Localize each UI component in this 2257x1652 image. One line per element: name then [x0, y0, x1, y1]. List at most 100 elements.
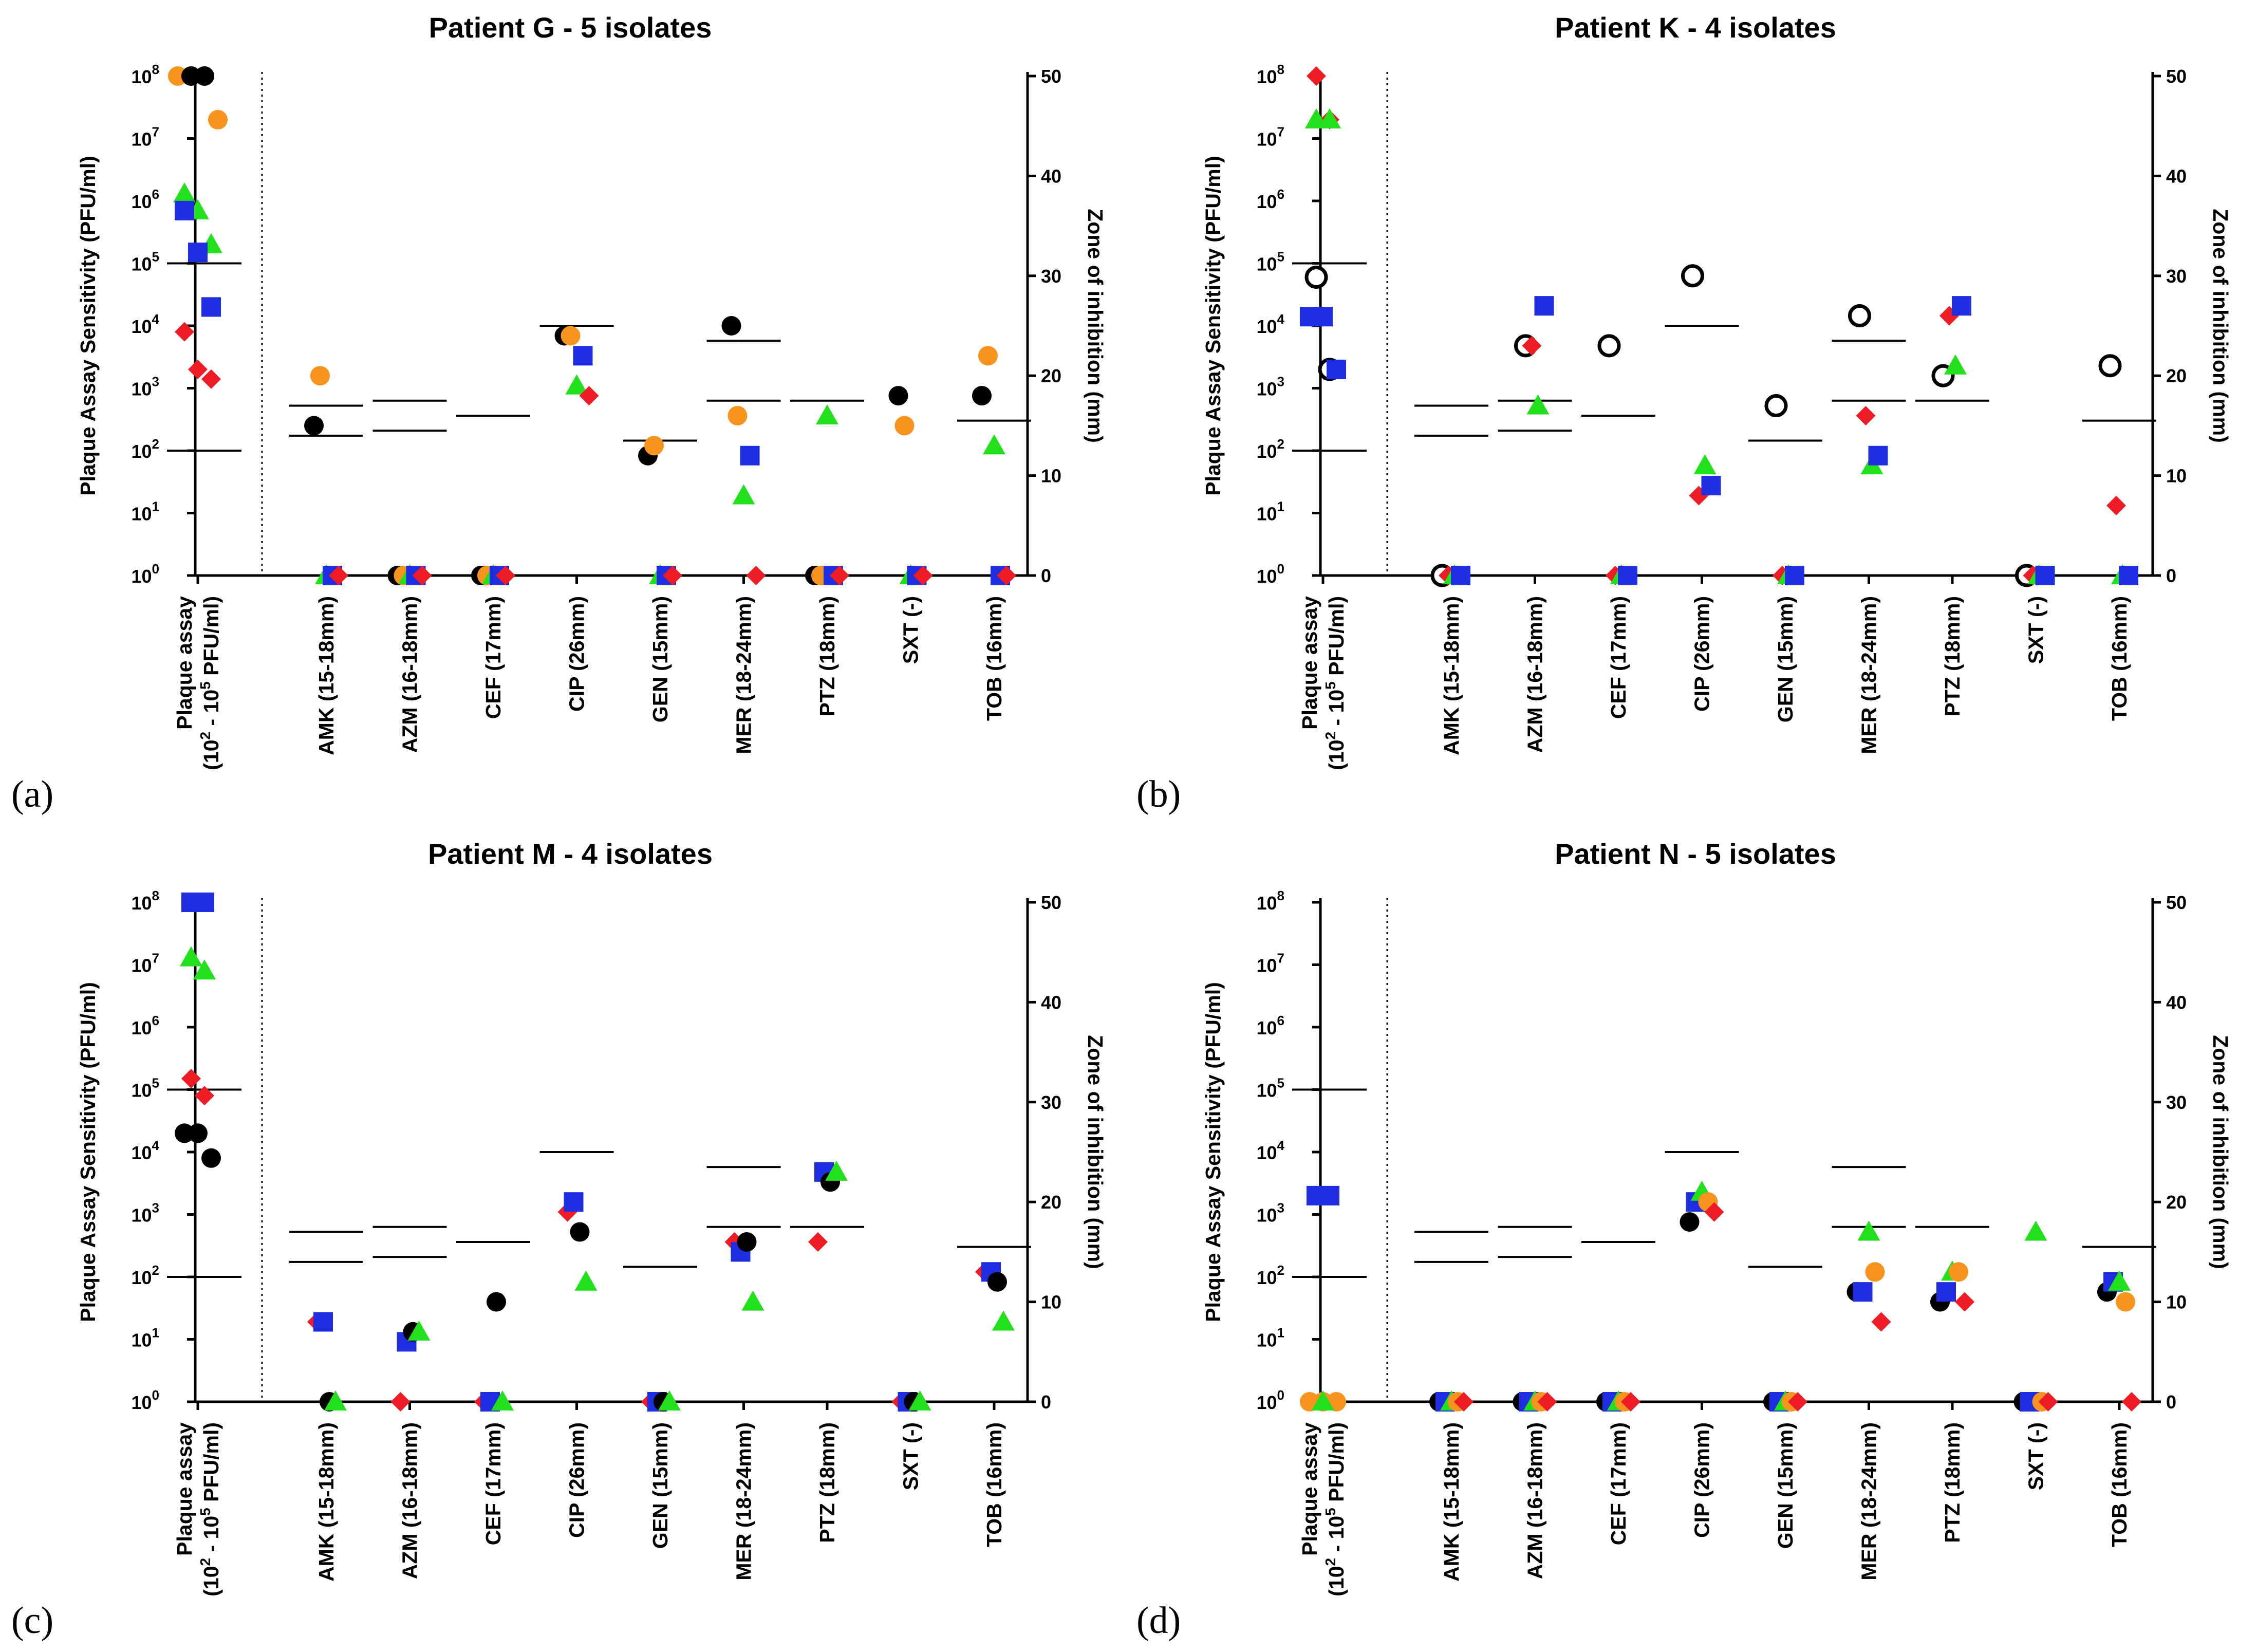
zone-marker [913, 566, 933, 585]
zone-marker [972, 386, 992, 406]
panel-c: Patient M - 4 isolates100101102103104105… [11, 838, 1107, 1642]
category-label: PTZ (18mm) [1941, 596, 1964, 717]
y2-tick-label: 10 [1041, 466, 1061, 487]
zone-marker [728, 405, 748, 425]
plaque-marker [1318, 108, 1341, 128]
y-tick-base: 10 [131, 504, 152, 525]
y2-tick-label: 50 [1041, 66, 1061, 87]
category-label: AZM (16-18mm) [1523, 1422, 1547, 1579]
zone-marker [2122, 1392, 2141, 1412]
y-tick-base: 10 [131, 1080, 152, 1101]
plaque-range-part: (10 [199, 1566, 223, 1597]
zone-marker [310, 366, 330, 386]
zone-marker [1785, 566, 1804, 585]
y-tick-base: 10 [131, 955, 152, 976]
y-tick-base: 10 [131, 1142, 152, 1163]
zone-marker [1949, 1262, 1968, 1282]
category-label: CEF (17mm) [481, 1422, 505, 1545]
zone-marker [1955, 1292, 1974, 1312]
y-tick-exponent: 4 [1277, 1138, 1285, 1153]
zone-marker [565, 374, 588, 395]
zone-marker [1451, 566, 1470, 585]
y-tick-exponent: 6 [152, 187, 159, 202]
y-tick-label: 103 [1256, 374, 1284, 400]
category-label: CIP (26mm) [1690, 1422, 1714, 1538]
y2-tick-label: 20 [2166, 1192, 2187, 1213]
y2-tick-label: 10 [2166, 1292, 2187, 1313]
zone-marker [1865, 1262, 1885, 1282]
zone-marker [574, 1270, 598, 1291]
plaque-marker [188, 359, 208, 379]
y-tick-exponent: 0 [1277, 1387, 1284, 1403]
y-tick-exponent: 8 [1277, 888, 1284, 903]
category-label: MER (18-24mm) [1857, 596, 1881, 754]
panel-letter: (a) [11, 773, 53, 815]
zone-marker [1526, 394, 1550, 415]
plaque-marker [188, 243, 208, 263]
y-tick-exponent: 0 [152, 561, 159, 577]
y2-tick-label: 10 [2166, 466, 2187, 487]
y-tick-label: 103 [131, 374, 159, 400]
y-tick-exponent: 4 [1277, 311, 1285, 327]
zone-marker [496, 566, 515, 585]
zone-marker [1522, 336, 1542, 356]
plaque-marker [181, 66, 201, 86]
zone-marker [732, 484, 755, 505]
zone-marker [808, 1232, 828, 1252]
y-tick-base: 10 [131, 566, 152, 587]
y-axis-label: Plaque Assay Sensitivity (PFU/ml) [76, 982, 100, 1322]
category-label: TOB (16mm) [2107, 596, 2131, 721]
plaque-marker [193, 959, 216, 980]
zone-marker [1868, 446, 1888, 466]
category-label: MER (18-24mm) [1857, 1422, 1881, 1581]
zone-marker [579, 386, 599, 406]
zone-marker [830, 566, 849, 585]
zone-marker [564, 1192, 584, 1212]
zone-marker [487, 1292, 506, 1312]
zone-marker [1618, 566, 1637, 585]
zone-marker [2108, 1270, 2131, 1291]
zone-marker [987, 1272, 1007, 1292]
y-tick-base: 10 [131, 1267, 152, 1288]
plaque-range-label: (102 - 105 PFU/ml) [1322, 1422, 1348, 1597]
y-tick-label: 105 [1256, 1075, 1284, 1101]
y-tick-label: 102 [1256, 1263, 1284, 1288]
y-tick-exponent: 3 [152, 1200, 159, 1216]
y-tick-base: 10 [131, 1017, 152, 1038]
category-label: AMK (15-18mm) [314, 596, 338, 755]
y2-tick-label: 40 [1041, 992, 1061, 1013]
plaque-assay-label: Plaque assay [1298, 1422, 1321, 1556]
zone-marker [992, 1310, 1015, 1331]
y-tick-base: 10 [1256, 191, 1277, 212]
y-tick-label: 106 [1256, 1013, 1284, 1038]
zone-marker [1857, 1220, 1880, 1241]
plaque-range-part: - 10 [1325, 690, 1348, 732]
panel-letter: (d) [1136, 1600, 1181, 1642]
plaque-assay-label: Plaque assay [1298, 596, 1321, 730]
y-tick-exponent: 6 [152, 1013, 159, 1028]
panel-b: Patient K - 4 isolates100101102103104105… [1136, 11, 2232, 815]
y-tick-base: 10 [1256, 1330, 1277, 1351]
zone-marker [1621, 1392, 1640, 1412]
zone-marker [997, 566, 1016, 585]
y2-tick-label: 30 [1041, 1092, 1061, 1113]
category-label: CEF (17mm) [1607, 596, 1630, 719]
y-tick-exponent: 2 [1277, 1263, 1284, 1278]
plaque-marker [173, 182, 196, 203]
plaque-range-part: (10 [199, 740, 223, 770]
chart-title: Patient K - 4 isolates [1555, 11, 1836, 44]
y-tick-label: 104 [1256, 311, 1284, 337]
zone-marker [741, 1290, 764, 1311]
zone-marker [1952, 296, 1971, 316]
plaque-marker [175, 1123, 194, 1143]
y-tick-exponent: 3 [1277, 1200, 1284, 1216]
y2-tick-label: 10 [1041, 1292, 1061, 1313]
plaque-range-part: 2 [1322, 1558, 1338, 1566]
plaque-range-label: (102 - 105 PFU/ml) [197, 1422, 223, 1597]
plaque-assay-label: Plaque assay [173, 596, 196, 730]
plaque-range-part: (10 [1325, 1566, 1348, 1597]
y-tick-exponent: 0 [1277, 561, 1284, 577]
zone-marker [1704, 1202, 1724, 1222]
y-tick-label: 105 [131, 249, 159, 275]
zone-marker [978, 346, 998, 366]
